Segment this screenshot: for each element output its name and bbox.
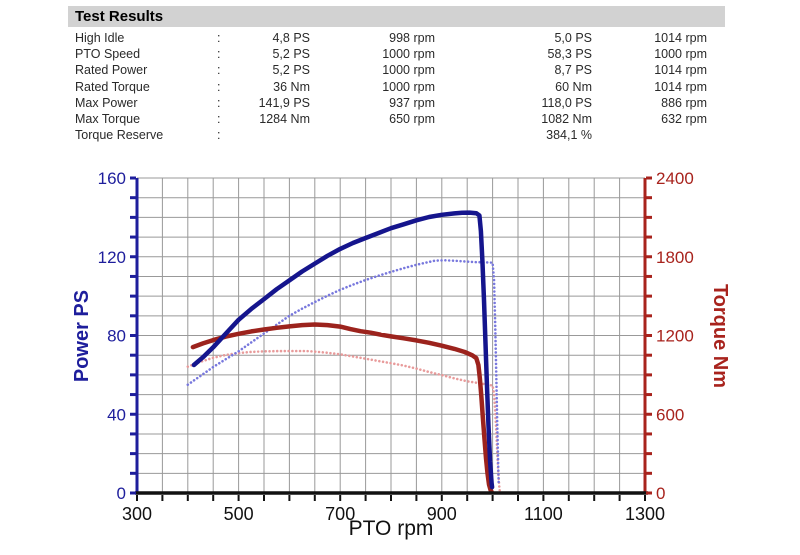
row-colon: :: [217, 111, 221, 126]
row-label: PTO Speed: [75, 47, 141, 62]
x-tick-label: 1100: [524, 504, 563, 524]
row-label: Torque Reserve: [75, 128, 164, 143]
torque-main-curve: [190, 322, 494, 495]
row-value-3: 118,0 PS: [541, 95, 592, 110]
row-value-2: 998 rpm: [389, 31, 435, 45]
page-title: Test Results: [75, 8, 164, 25]
row-value-4: 632 rpm: [661, 111, 707, 126]
row-label: Max Power: [75, 95, 138, 110]
row-colon: :: [217, 128, 221, 143]
table-row: Max Torque: 1284 Nm 650 rpm 1082 Nm 632 rpm: [0, 111, 800, 127]
table-row: PTO Speed: 5,2 PS 1000 rpm 58,3 PS 1000 rpm: [0, 46, 800, 62]
row-label: Rated Power: [75, 63, 148, 78]
row-value-1: 4,8 PS: [272, 31, 310, 45]
row-value-3: 8,7 PS: [554, 63, 592, 78]
row-colon: :: [217, 47, 221, 62]
y-right-tick-label: 2400: [656, 169, 694, 188]
row-value-1: 36 Nm: [273, 79, 310, 94]
row-value-2: 1000 rpm: [382, 63, 435, 78]
chart-gridlines: [137, 177, 645, 493]
y-left-axis-title: Power PS: [71, 290, 93, 382]
y-right-tick-label: 0: [656, 484, 665, 503]
y-left-tick-label: 120: [98, 248, 126, 267]
row-value-1: 1284 Nm: [259, 111, 310, 126]
row-value-4: 1014 rpm: [654, 79, 707, 94]
header-bar: Test Results: [68, 6, 725, 27]
x-tick-label: 1300: [625, 504, 665, 524]
row-value-2: 1000 rpm: [382, 47, 435, 62]
y-left-tick-label: 160: [98, 169, 126, 188]
power-main-curve: [191, 210, 495, 490]
y-right-tick-label: 1200: [656, 327, 694, 346]
power-pto-curve: [186, 259, 501, 485]
row-colon: :: [217, 79, 221, 94]
row-value-2: 650 rpm: [389, 111, 435, 126]
x-tick-label: 700: [325, 504, 355, 524]
chart-series: [186, 210, 502, 495]
row-colon: :: [217, 95, 221, 110]
table-row: High Idle: 4,8 PS 998 rpm 5,0 PS 1014 rpm: [0, 30, 800, 46]
x-tick-label: 900: [427, 504, 457, 524]
torque-pto-curve: [186, 349, 502, 492]
row-value-3: 58,3 PS: [547, 47, 592, 62]
row-value-1: 5,2 PS: [272, 63, 310, 78]
x-tick-label: 300: [122, 504, 152, 524]
y-left-tick-label: 80: [107, 327, 126, 346]
y-right-tick-label: 600: [656, 405, 684, 424]
y-left-tick-label: 0: [117, 484, 126, 503]
dyno-chart: 300 500 700 900 1100 130004080120160060012001…: [71, 169, 731, 540]
table-row: Max Power: 141,9 PS 937 rpm 118,0 PS 886 rpm: [0, 95, 800, 111]
row-label: Rated Torque: [75, 79, 150, 94]
results-table: High Idle: 4,8 PS 998 rpm 5,0 PS 1014 rpm PT…: [0, 30, 800, 143]
row-value-3: 5,0 PS: [554, 31, 592, 45]
row-colon: :: [217, 63, 221, 78]
row-label: High Idle: [75, 31, 125, 45]
row-value-4: 1014 rpm: [654, 63, 707, 78]
row-value-4: 886 rpm: [661, 95, 707, 110]
x-tick-label: 500: [224, 504, 254, 524]
row-value-2: 937 rpm: [389, 95, 435, 110]
y-left-tick-label: 40: [107, 405, 126, 424]
table-row: Torque Reserve: 384,1 %: [0, 127, 800, 143]
row-value-1: 5,2 PS: [272, 47, 310, 62]
row-label: Max Torque: [75, 111, 141, 126]
chart-tick-labels: 300 500 700 900 1100 130004080120160060012001…: [98, 169, 694, 524]
chart-axes: [130, 176, 652, 501]
row-value-4: 1014 rpm: [654, 31, 707, 45]
y-right-tick-label: 1800: [656, 248, 694, 267]
x-axis-title: PTO rpm: [349, 517, 434, 540]
table-row: Rated Power: 5,2 PS 1000 rpm 8,7 PS 1014 rpm: [0, 62, 800, 78]
row-value-3: 60 Nm: [555, 79, 592, 94]
row-colon: :: [217, 31, 221, 45]
row-value-3: 384,1 %: [546, 128, 592, 143]
y-right-axis-title: Torque Nm: [709, 284, 731, 388]
row-value-1: 141,9 PS: [258, 95, 310, 110]
row-value-2: 1000 rpm: [382, 79, 435, 94]
row-value-4: 1000 rpm: [654, 47, 707, 62]
row-value-3: 1082 Nm: [541, 111, 592, 126]
table-row: Rated Torque: 36 Nm 1000 rpm 60 Nm 1014 rpm: [0, 79, 800, 95]
